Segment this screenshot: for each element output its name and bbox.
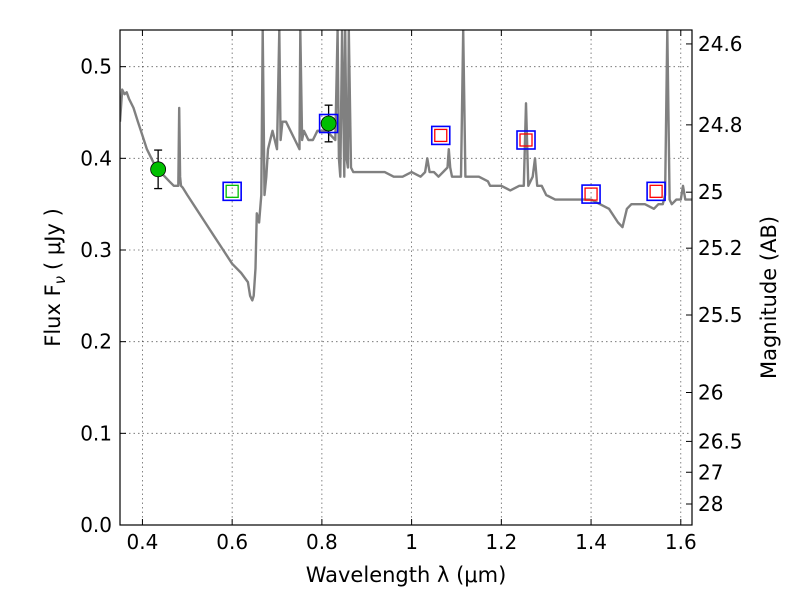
model-box (646, 181, 666, 202)
x-tick-label: 1.2 (485, 530, 517, 554)
plot-frame (119, 29, 693, 526)
x-tick-label: 0.8 (306, 530, 338, 554)
x-tick-label: 0.6 (216, 530, 248, 554)
y-tick-label: 0.2 (80, 330, 112, 354)
y2-tick-label: 26 (698, 381, 723, 405)
y-tick-label: 0.5 (80, 55, 112, 79)
x-tick-label: 0.4 (127, 530, 159, 554)
model-inner-square (519, 133, 533, 147)
model-box (430, 125, 451, 146)
model-box (222, 181, 242, 202)
y2-tick-label: 25 (698, 180, 723, 204)
y2-tick-label: 25.2 (698, 236, 743, 260)
points-layer (150, 104, 666, 204)
y-axis-label-main: Flux F (41, 284, 65, 346)
x-tick-label: 1.4 (575, 530, 607, 554)
y-axis-label: Flux Fν ( μJy ) (41, 208, 69, 347)
spectrum-layer (120, 30, 692, 302)
y2-tick-label: 26.5 (698, 429, 743, 453)
model-inner-square (225, 184, 239, 198)
y-axis-label-sub: ν (51, 276, 69, 284)
x-axis-label: Wavelength λ (μm) (306, 563, 507, 587)
model-box (318, 113, 339, 134)
y-tick-label: 0.3 (80, 238, 112, 262)
x-tick-label: 1.6 (665, 530, 697, 554)
right-axis-label: Magnitude (AB) (757, 216, 781, 379)
y2-tick-label: 24.6 (698, 32, 743, 56)
model-inner-square (584, 187, 598, 201)
model-inner-square (649, 184, 663, 198)
observed-point (150, 161, 167, 178)
y2-tick-label: 24.8 (698, 113, 743, 137)
y-tick-label: 0.0 (80, 513, 112, 537)
model-inner-square (434, 128, 448, 143)
y2-tick-label: 25.5 (698, 303, 743, 327)
y-tick-label: 0.4 (80, 146, 112, 170)
y-axis-label-unit: ( μJy ) (41, 208, 65, 270)
y2-tick-label: 27 (698, 460, 723, 484)
ticks-layer: 0.4 0.6 0.8 1 1.2 1.4 1.6 0.0 0.1 0.2 0.3 0.4 0.5 24.… (80, 30, 743, 554)
model-box (581, 184, 601, 204)
model-box (516, 130, 536, 150)
y-tick-label: 0.1 (80, 421, 112, 445)
spectrum-line (120, 30, 692, 302)
x-tick-label: 1 (405, 530, 418, 554)
y2-tick-label: 28 (698, 492, 723, 516)
observed-point (320, 115, 337, 132)
